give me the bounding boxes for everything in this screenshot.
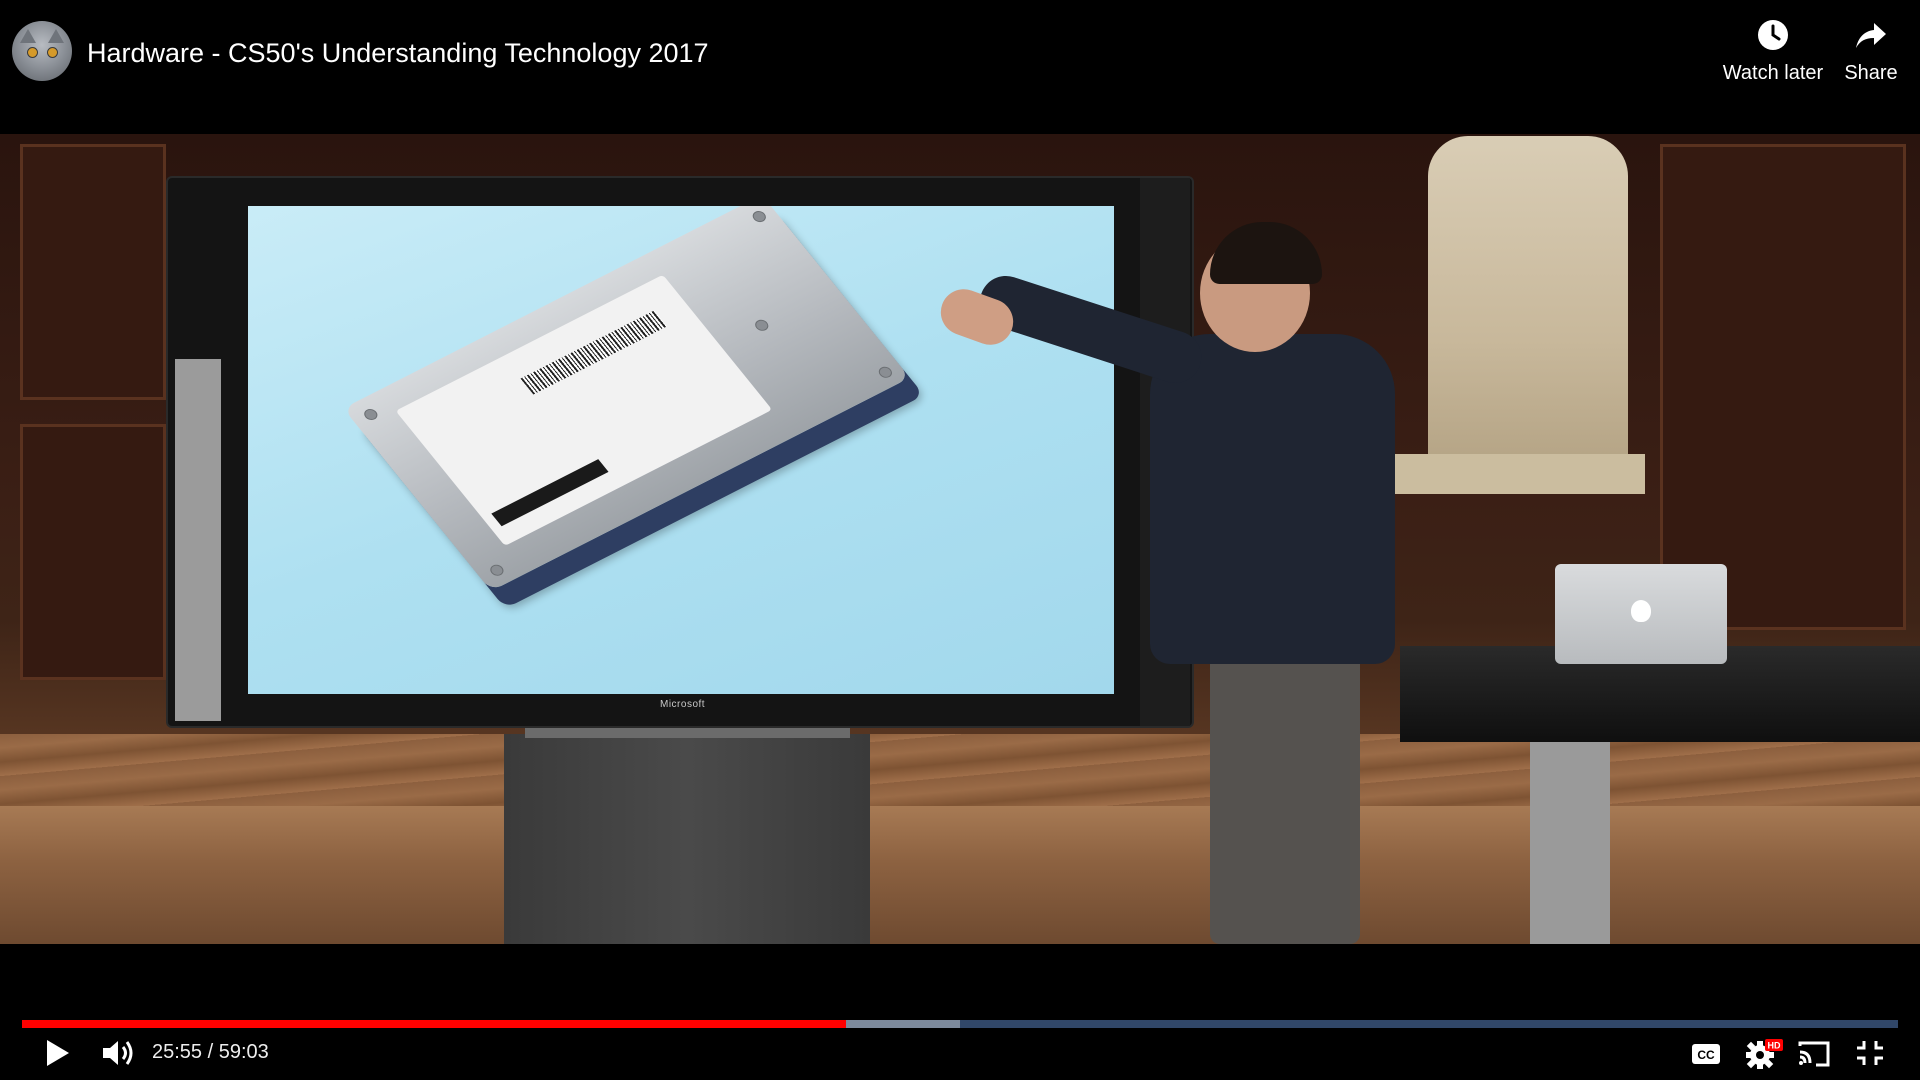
presenter-hair — [1210, 222, 1322, 284]
player-controls — [0, 944, 1920, 1080]
progress-bar[interactable] — [22, 1020, 1898, 1028]
volume-button[interactable] — [100, 1036, 136, 1075]
play-button[interactable] — [42, 1036, 72, 1075]
avatar-ear-left — [20, 29, 36, 43]
display-stand — [504, 734, 870, 944]
clock-icon — [1758, 20, 1788, 50]
avatar-ear-right — [48, 29, 64, 43]
time-display: 25:55 / 59:03 — [152, 1039, 269, 1065]
watch-later-label: Watch later — [1722, 62, 1824, 84]
captions-button[interactable]: CC — [1690, 1036, 1722, 1075]
laptop-logo — [1631, 600, 1651, 622]
gear-icon: HD — [1746, 1039, 1783, 1069]
hd-badge-bg — [1765, 1039, 1783, 1051]
cast-icon — [1798, 1041, 1830, 1067]
video-title[interactable]: Hardware - CS50's Understanding Technolo… — [87, 38, 709, 68]
video-frame[interactable]: Microsoft — [0, 134, 1920, 944]
play-icon — [47, 1040, 69, 1066]
statue-base — [1395, 454, 1645, 494]
display-side-panel — [175, 359, 221, 721]
presenter-legs — [1210, 654, 1360, 944]
channel-avatar[interactable] — [12, 21, 72, 81]
avatar-eye-right — [47, 47, 58, 58]
share-arrow-icon — [1856, 23, 1886, 48]
wall-panel — [20, 144, 166, 400]
top-bar: Hardware - CS50's Understanding Technolo… — [0, 0, 1920, 134]
share-label: Share — [1844, 62, 1898, 84]
display-screen — [248, 206, 1114, 694]
exit-fullscreen-icon — [1857, 1041, 1883, 1065]
cast-button[interactable] — [1796, 1036, 1832, 1075]
svg-text:CC: CC — [1697, 1048, 1715, 1062]
progress-played — [22, 1020, 846, 1028]
time-separator: / — [202, 1041, 219, 1063]
exit-fullscreen-button[interactable] — [1854, 1036, 1886, 1075]
current-time: 25:55 — [152, 1041, 203, 1063]
laptop — [1555, 564, 1727, 664]
display-stand-neck — [525, 726, 850, 738]
wall-panel — [1660, 144, 1906, 630]
watch-later-button[interactable]: Watch later — [1718, 18, 1828, 85]
hard-drive-image — [343, 206, 923, 607]
stage-front — [0, 806, 1920, 944]
statue — [1428, 136, 1628, 476]
volume-icon — [103, 1041, 133, 1065]
share-button[interactable]: Share — [1836, 18, 1906, 85]
duration: 59:03 — [218, 1041, 269, 1063]
cc-icon: CC — [1692, 1044, 1720, 1064]
avatar-eye-left — [27, 47, 38, 58]
presenter-torso — [1150, 334, 1395, 664]
hd-badge: HD — [1768, 1041, 1781, 1051]
wall-panel — [20, 424, 166, 680]
display-brand: Microsoft — [660, 699, 706, 710]
desk-leg — [1530, 742, 1610, 944]
settings-button[interactable]: HD — [1744, 1036, 1784, 1075]
